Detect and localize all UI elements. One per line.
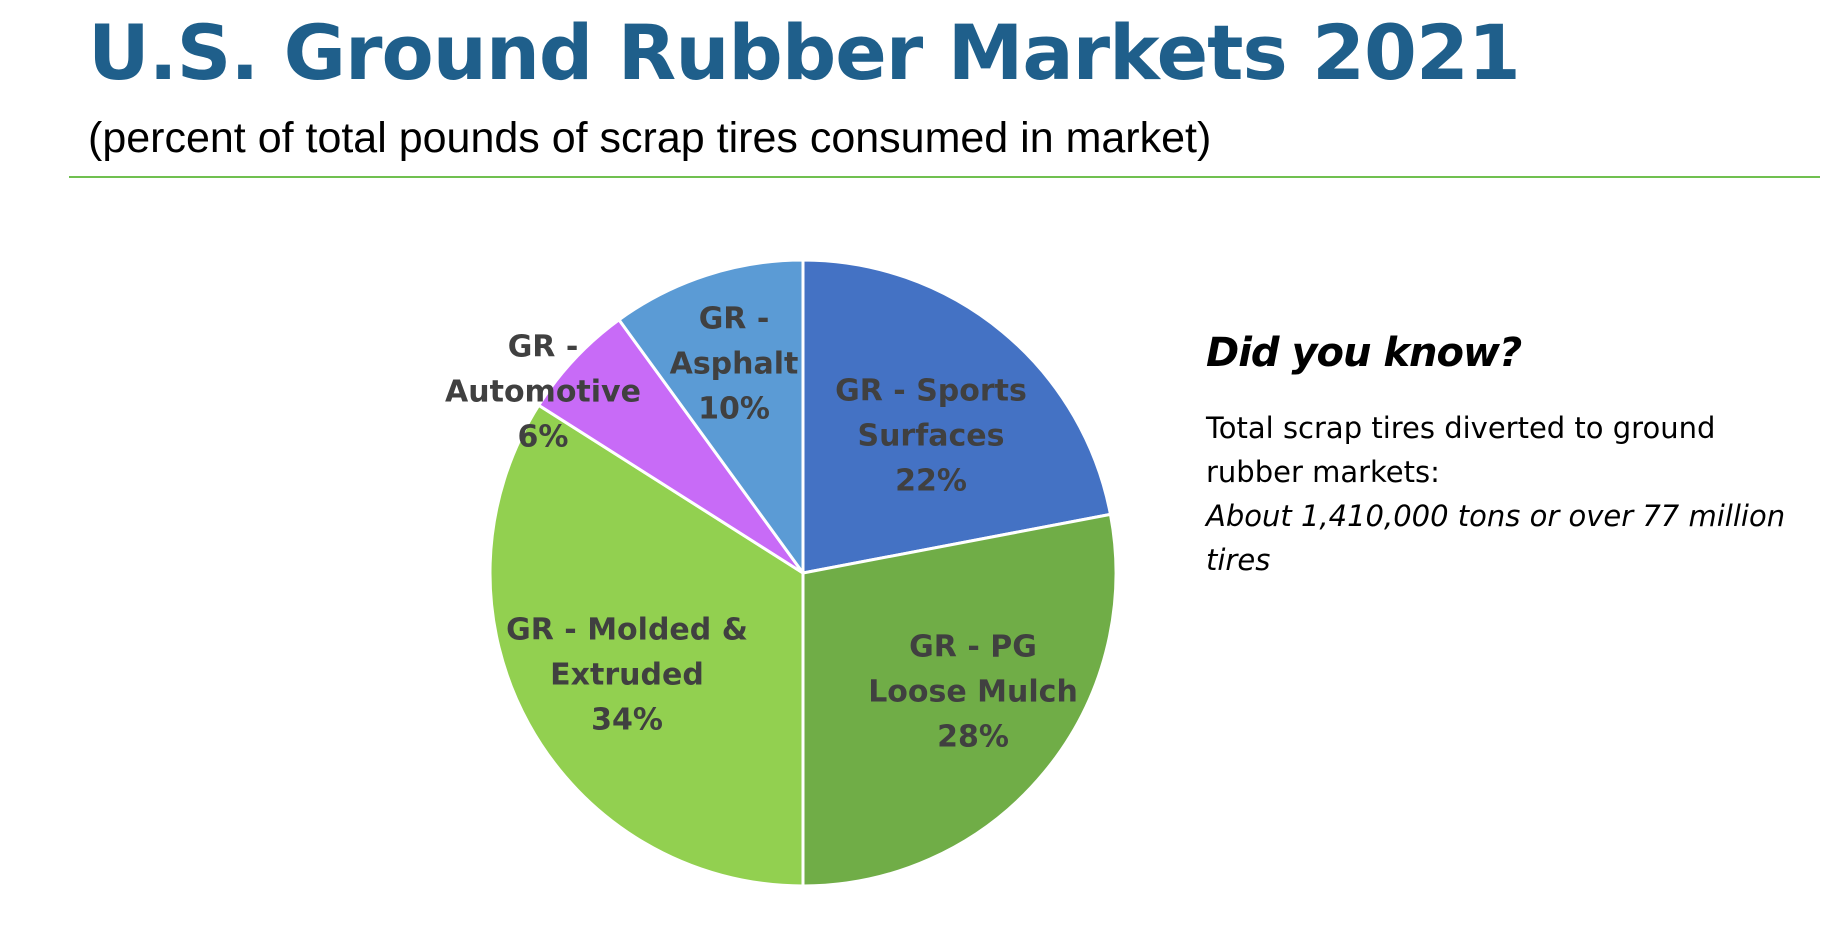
category-label: GR - Sports Surfaces [835,373,1027,454]
pie-slice [801,512,1118,888]
category-label: GR - Automotive [445,329,641,410]
value-label: 6% [517,419,569,455]
value-label: 28% [937,719,1009,755]
category-label: GR - Molded & Extruded [506,612,748,693]
sidebar-heading: Did you know? [1206,330,1522,376]
divider [69,176,1820,178]
slice-label: GR - Automotive 6% [408,325,678,460]
value-label: 34% [591,702,663,738]
category-label: GR - PG Loose Mulch [868,629,1078,710]
slice-label: GR - Molded & Extruded 34% [497,608,757,743]
slice-label: GR - PG Loose Mulch 28% [868,625,1078,760]
pie-slice [616,258,805,578]
slice-label: GR - Asphalt 10% [664,297,804,432]
category-label: GR - Asphalt [669,301,799,382]
slice-label: GR - Sports Surfaces 22% [831,369,1031,504]
pie-slice [536,317,805,575]
value-label: 22% [895,463,967,499]
sidebar: Did you know? Total scrap tires diverted… [1206,330,1806,582]
pie-slice [801,258,1113,575]
value-label: 10% [698,391,770,427]
subtitle: (percent of total pounds of scrap tires … [88,114,1212,162]
sidebar-highlight: About 1,410,000 tons or over 77 million … [1206,499,1786,577]
sidebar-text: Total scrap tires diverted to ground rub… [1206,411,1716,489]
title: U.S. Ground Rubber Markets 2021 [88,8,1521,97]
pie-slice [488,403,805,888]
